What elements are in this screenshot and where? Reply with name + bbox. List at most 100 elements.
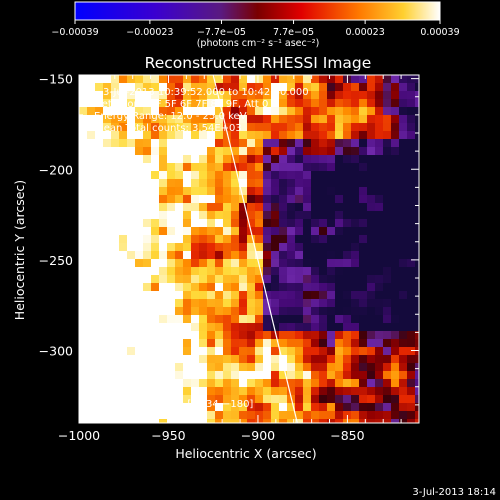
heatmap-cell	[167, 171, 175, 179]
heatmap-cell	[151, 331, 159, 339]
heatmap-cell	[231, 331, 239, 339]
heatmap-cell	[151, 179, 159, 187]
heatmap-cell	[335, 307, 343, 315]
heatmap-cell	[239, 107, 247, 115]
heatmap-cell	[175, 339, 183, 347]
heatmap-cell	[263, 219, 271, 227]
heatmap-cell	[223, 131, 231, 139]
heatmap-cell	[295, 251, 303, 259]
heatmap-cell	[119, 299, 127, 307]
heatmap-cell	[399, 331, 407, 339]
heatmap-cell	[407, 243, 415, 251]
heatmap-cell	[287, 187, 295, 195]
heatmap-cell	[263, 331, 271, 339]
heatmap-cell	[199, 395, 207, 403]
heatmap-cell	[111, 395, 119, 403]
heatmap-cell	[287, 227, 295, 235]
heatmap-cell	[207, 339, 215, 347]
heatmap-cell	[191, 339, 199, 347]
plot-frame	[78, 74, 420, 424]
heatmap-cell	[319, 131, 327, 139]
heatmap-cell	[151, 171, 159, 179]
heatmap-cell	[327, 331, 335, 339]
heatmap-cell	[263, 307, 271, 315]
heatmap-cell	[95, 195, 103, 203]
heatmap-cell	[391, 315, 399, 323]
heatmap-cell	[175, 363, 183, 371]
heatmap-cell	[111, 147, 119, 155]
heatmap-cell	[247, 195, 255, 203]
heatmap-cell	[367, 227, 375, 235]
heatmap-cell	[239, 163, 247, 171]
heatmap-cell	[367, 315, 375, 323]
heatmap-cell	[399, 203, 407, 211]
heatmap-cell	[407, 227, 415, 235]
heatmap-cell	[87, 323, 95, 331]
heatmap-cell	[415, 291, 419, 299]
heatmap-cell	[415, 419, 419, 423]
heatmap-cell	[359, 315, 367, 323]
heatmap-cell	[279, 115, 287, 123]
heatmap-cell	[391, 203, 399, 211]
heatmap-cell	[335, 227, 343, 235]
heatmap-cell	[159, 323, 167, 331]
heatmap-cell	[223, 331, 231, 339]
heatmap-cell	[87, 291, 95, 299]
heatmap-cell	[159, 139, 167, 147]
heatmap-cell	[79, 243, 87, 251]
heatmap-cell	[183, 211, 191, 219]
heatmap-cell	[119, 419, 127, 423]
heatmap-cell	[359, 139, 367, 147]
heatmap-cell	[239, 131, 247, 139]
heatmap-cell	[271, 243, 279, 251]
heatmap-cell	[151, 419, 159, 423]
heatmap-cell	[391, 227, 399, 235]
heatmap-cell	[159, 227, 167, 235]
heatmap-cell	[119, 211, 127, 219]
heatmap-cell	[263, 211, 271, 219]
heatmap-cell	[143, 123, 151, 131]
heatmap-cell	[415, 411, 419, 419]
heatmap-cell	[223, 187, 231, 195]
heatmap-cell	[95, 219, 103, 227]
heatmap-cell	[415, 91, 419, 99]
heatmap-cell	[111, 235, 119, 243]
heatmap-cell	[167, 331, 175, 339]
heatmap-cell	[215, 299, 223, 307]
heatmap-cell	[311, 315, 319, 323]
heatmap-cell	[79, 115, 87, 123]
heatmap-cell	[103, 251, 111, 259]
heatmap-cell	[111, 283, 119, 291]
heatmap-cell	[311, 323, 319, 331]
heatmap-cell	[319, 219, 327, 227]
heatmap-cell	[279, 379, 287, 387]
heatmap-cell	[287, 379, 295, 387]
heatmap-cell	[311, 347, 319, 355]
heatmap-cell	[391, 419, 399, 423]
heatmap-cell	[111, 203, 119, 211]
colorbar: −0.00039 −0.00023 −7.7e−05 7.7e−05 0.00023 0.…	[51, 1, 460, 49]
heatmap-cell	[167, 211, 175, 219]
heatmap-cell	[271, 419, 279, 423]
heatmap-cell	[415, 299, 419, 307]
heatmap-cell	[231, 131, 239, 139]
heatmap-cell	[111, 355, 119, 363]
heatmap-cell	[167, 299, 175, 307]
heatmap-cell	[343, 179, 351, 187]
heatmap-cell	[375, 115, 383, 123]
heatmap-cell	[279, 307, 287, 315]
heatmap-cell	[175, 99, 183, 107]
heatmap-cell	[183, 363, 191, 371]
heatmap-cell	[103, 315, 111, 323]
heatmap-cell	[319, 387, 327, 395]
heatmap-cell	[111, 155, 119, 163]
heatmap-cell	[207, 283, 215, 291]
heatmap-cell	[215, 227, 223, 235]
heatmap-cell	[103, 283, 111, 291]
heatmap-cell	[327, 355, 335, 363]
heatmap-cell	[407, 267, 415, 275]
heatmap-cell	[111, 363, 119, 371]
heatmap-cell	[191, 315, 199, 323]
heatmap-cell	[311, 331, 319, 339]
heatmap-cell	[87, 155, 95, 163]
